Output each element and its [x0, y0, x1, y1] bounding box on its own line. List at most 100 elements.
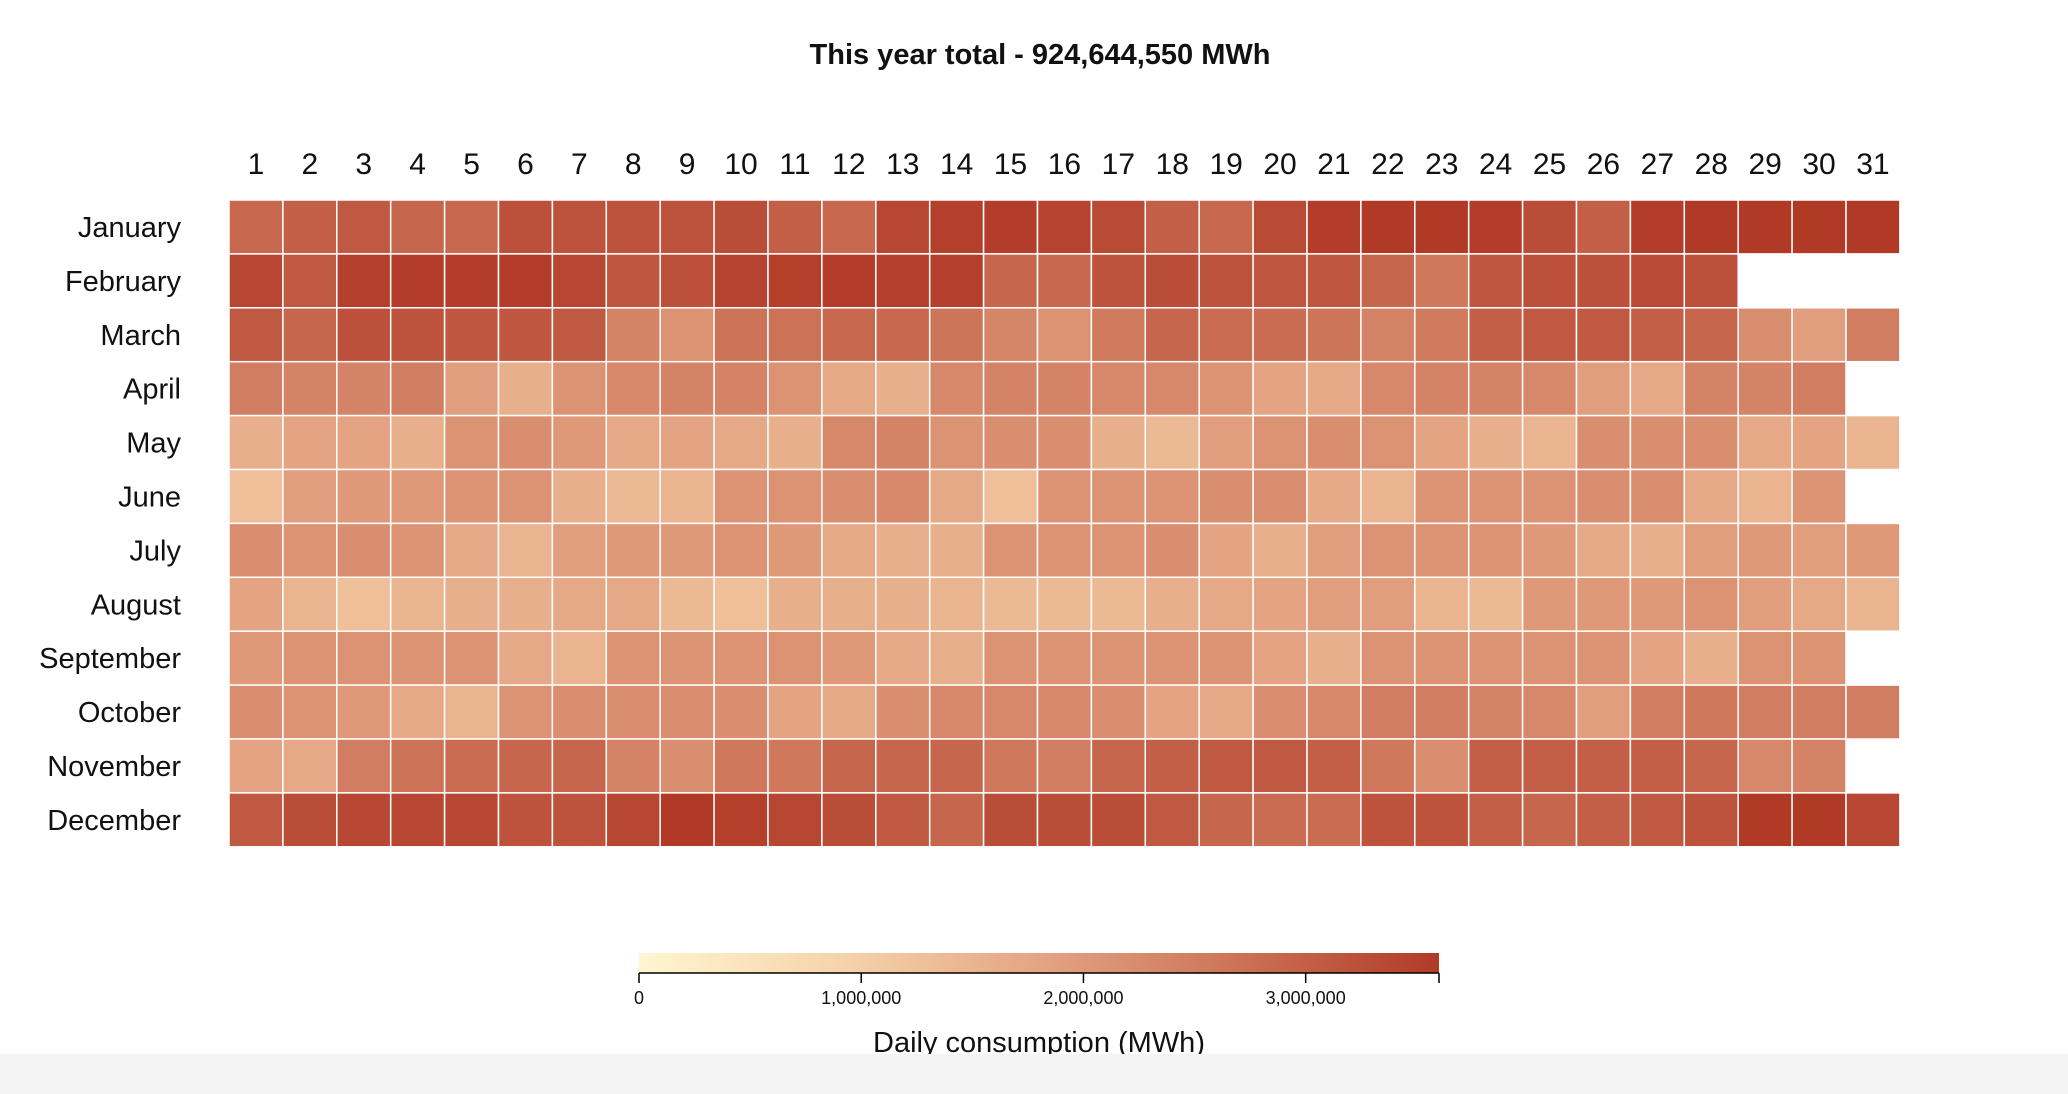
heatmap-cells: [228, 199, 1901, 848]
heatmap-cell: [605, 253, 661, 309]
heatmap-cell: [767, 684, 823, 740]
heatmap-cell: [928, 576, 985, 632]
heatmap-cell: [605, 468, 661, 525]
heatmap-cell: [1737, 199, 1793, 255]
heatmap-cell: [1683, 630, 1739, 686]
colorbar-label: Daily consumption (MWh): [873, 1027, 1205, 1059]
x-tick-label: 16: [1048, 148, 1081, 181]
heatmap-cell: [497, 684, 554, 740]
heatmap-cell: [1198, 468, 1254, 525]
heatmap-cell: [389, 360, 446, 417]
heatmap-cell: [551, 684, 608, 740]
heatmap-cell: [389, 199, 446, 255]
heatmap-cell: [336, 792, 392, 848]
heatmap-cell: [1683, 253, 1739, 309]
heatmap-cell: [389, 522, 446, 579]
heatmap-cell: [389, 738, 446, 794]
heatmap-cell: [1575, 307, 1632, 363]
heatmap-cell: [551, 576, 608, 632]
heatmap-cell: [1575, 414, 1632, 471]
heatmap-cell: [1360, 414, 1416, 471]
heatmap-cell: [443, 684, 500, 740]
heatmap-cell: [1575, 360, 1632, 417]
heatmap-cell: [659, 414, 715, 471]
heatmap-cell: [605, 630, 661, 686]
heatmap-cell: [713, 792, 769, 848]
heatmap-cell: [1360, 576, 1416, 632]
y-tick-label: June: [118, 481, 181, 513]
heatmap-cell: [821, 199, 877, 255]
heatmap-cell: [713, 738, 769, 794]
heatmap-cell: [1090, 414, 1147, 471]
heatmap-cell: [1521, 576, 1578, 632]
x-tick-label: 12: [832, 148, 865, 181]
heatmap-cell: [767, 307, 823, 363]
heatmap-cell: [659, 468, 715, 525]
heatmap-cell: [1737, 738, 1793, 794]
x-tick-label: 8: [625, 148, 642, 181]
heatmap-cell: [1845, 199, 1901, 255]
heatmap-cell: [282, 199, 338, 255]
colorbar-legend: 0 1,000,000 2,000,000 3,000,000 Daily consu…: [634, 953, 1440, 1059]
heatmap-cell: [928, 738, 985, 794]
heatmap-cell: [389, 684, 446, 740]
heatmap-cell: [443, 738, 500, 794]
y-tick-label: January: [78, 212, 182, 244]
heatmap-cell: [1791, 792, 1847, 848]
heatmap-cell: [443, 576, 500, 632]
heatmap-cell: [1144, 522, 1200, 579]
heatmap-cell: [767, 253, 823, 309]
heatmap-cell: [1252, 199, 1308, 255]
heatmap-cell: [928, 253, 985, 309]
heatmap-cell: [228, 738, 284, 794]
heatmap-cell: [1036, 360, 1093, 417]
heatmap-cell: [713, 414, 769, 471]
colorbar-tick-label: 1,000,000: [821, 988, 901, 1008]
heatmap-cell: [228, 522, 284, 579]
heatmap-cell: [1360, 522, 1416, 579]
heatmap-cell: [497, 199, 554, 255]
heatmap-cell: [1467, 468, 1524, 525]
heatmap-cell: [1036, 414, 1093, 471]
heatmap-cell: [821, 468, 877, 525]
heatmap-cell: [713, 684, 769, 740]
heatmap-cell: [982, 414, 1039, 471]
heatmap-cell: [1845, 576, 1901, 632]
heatmap-cell: [1629, 468, 1686, 525]
heatmap-cell: [875, 522, 931, 579]
x-tick-label: 19: [1209, 148, 1242, 181]
heatmap-cell: [1144, 576, 1200, 632]
y-tick-label: April: [123, 374, 181, 406]
heatmap-cell: [1629, 199, 1686, 255]
heatmap-cell: [1629, 522, 1686, 579]
x-tick-label: 26: [1587, 148, 1620, 181]
y-tick-label: September: [39, 643, 181, 675]
x-tick-label: 6: [517, 148, 534, 181]
heatmap-cell: [1845, 522, 1901, 579]
heatmap-cell: [1791, 199, 1847, 255]
heatmap-cell: [713, 630, 769, 686]
heatmap-cell: [1737, 468, 1793, 525]
colorbar-gradient: [639, 953, 1439, 973]
x-tick-label: 4: [409, 148, 426, 181]
x-tick-label: 10: [724, 148, 757, 181]
heatmap-cell: [1791, 522, 1847, 579]
heatmap-cell: [982, 522, 1039, 579]
heatmap-cell: [1252, 576, 1308, 632]
heatmap-cell: [282, 684, 338, 740]
heatmap-cell: [1791, 630, 1847, 686]
y-tick-label: May: [126, 428, 181, 460]
x-tick-label: 9: [679, 148, 696, 181]
heatmap-cell: [1737, 522, 1793, 579]
heatmap-cell: [1036, 792, 1093, 848]
heatmap-cell: [497, 414, 554, 471]
x-tick-label: 2: [302, 148, 319, 181]
heatmap-cell: [1306, 738, 1362, 794]
heatmap-cell: [389, 253, 446, 309]
x-tick-label: 23: [1425, 148, 1458, 181]
heatmap-cell: [928, 360, 985, 417]
heatmap-cell: [551, 468, 608, 525]
x-tick-label: 25: [1533, 148, 1566, 181]
x-tick-label: 21: [1317, 148, 1350, 181]
heatmap-cell: [821, 414, 877, 471]
